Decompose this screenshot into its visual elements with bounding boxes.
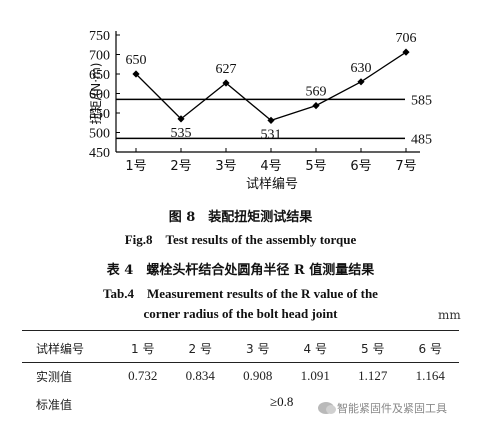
table-cell: 0.834: [185, 368, 215, 383]
x-tick-label: 6号: [350, 159, 371, 174]
measurement-table: 试样编号 1 号 2 号 3 号 4 号 5 号 6 号 实测值 0.732 0…: [22, 334, 459, 418]
header-col: 5 号: [361, 341, 385, 356]
row-label: 实测值: [36, 369, 73, 384]
torque-line-chart: 750 700 650 600 550 500 450 1号 2号 3号 4号 5号 6号 7号 扭矩/(N…: [89, 29, 432, 192]
y-tick-label: 500: [89, 127, 110, 142]
data-label: 531: [261, 127, 282, 142]
y-tick-label: 750: [89, 29, 110, 44]
y-tick-label: 700: [89, 49, 110, 64]
y-axis-label: 扭矩/(N·m): [89, 63, 103, 125]
data-point: [222, 79, 230, 87]
table-title-en-2: corner radius of the bolt head joint: [143, 306, 338, 321]
header-col: 3 号: [246, 341, 270, 356]
data-label: 627: [216, 62, 237, 77]
table-unit: mm: [438, 308, 461, 322]
header-col: 4 号: [303, 341, 327, 356]
figure-caption-en: Fig.8 Test results of the assembly torqu…: [124, 232, 357, 247]
data-label: 630: [351, 61, 372, 76]
table-cell: 0.908: [243, 368, 273, 383]
data-point: [267, 116, 275, 125]
data-point: [132, 70, 140, 78]
x-tick-label: 5号: [305, 159, 326, 174]
reference-line-label: 585: [411, 93, 432, 108]
x-tick-label: 2号: [170, 159, 191, 174]
data-point: [312, 101, 320, 110]
x-tick-label: 3号: [215, 159, 236, 174]
data-point: [402, 48, 410, 56]
table-cell: 1.091: [300, 368, 330, 383]
table-row-measured: 实测值 0.732 0.834 0.908 1.091 1.127 1.164: [22, 362, 459, 390]
table-title-zh: 表 4 螺栓头杆结合处圆角半径 R 值测量结果: [106, 263, 375, 278]
y-tick-label: 650: [89, 68, 110, 83]
table-header-rule: [22, 362, 459, 363]
data-label: 650: [126, 53, 147, 68]
table-cell: 1.127: [358, 368, 388, 383]
data-label: 706: [396, 31, 417, 46]
table-cell: 0.732: [128, 368, 158, 383]
table-top-rule: [22, 330, 459, 331]
table-header-row: 试样编号 1 号 2 号 3 号 4 号 5 号 6 号: [22, 334, 459, 362]
x-tick-label: 1号: [125, 159, 146, 174]
standard-value: ≥0.8: [270, 394, 294, 409]
y-tick-label: 450: [89, 146, 110, 161]
x-axis-label: 试样编号: [246, 177, 298, 192]
data-point: [177, 115, 185, 123]
figure-caption-zh: 图 8 装配扭矩测试结果: [168, 210, 313, 225]
header-col: 1 号: [131, 341, 155, 356]
x-tick-label: 7号: [395, 159, 416, 174]
y-tick-label: 550: [89, 107, 110, 122]
data-label: 569: [306, 85, 327, 100]
data-label: 535: [171, 126, 192, 141]
y-tick-label: 600: [89, 88, 110, 103]
header-col: 2 号: [188, 341, 212, 356]
data-point: [357, 78, 365, 86]
table-title-en-1: Tab.4 Measurement results of the R value…: [103, 286, 378, 301]
wechat-icon: [318, 402, 336, 414]
header-label: 试样编号: [36, 341, 85, 356]
table-cell: 1.164: [415, 368, 445, 383]
table-row-standard: 标准值: [22, 390, 459, 418]
reference-line-label: 485: [411, 132, 432, 147]
watermark-text: 智能紧固件及紧固工具: [337, 402, 447, 415]
row-label: 标准值: [36, 397, 73, 412]
x-tick-label: 4号: [260, 159, 281, 174]
watermark: 智能紧固件及紧固工具: [318, 400, 447, 416]
header-col: 6 号: [418, 341, 442, 356]
